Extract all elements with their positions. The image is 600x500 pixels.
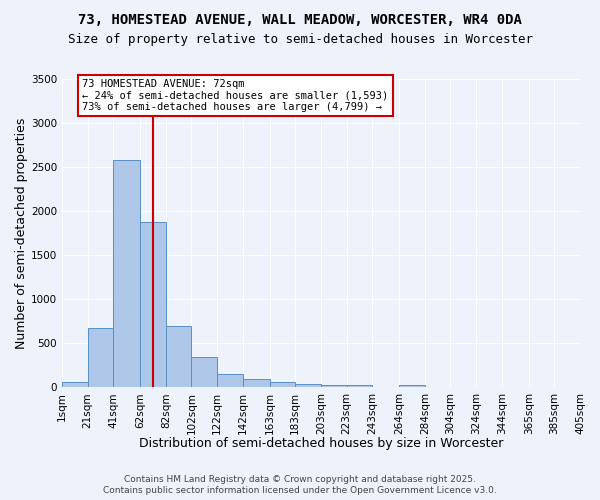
- Text: 73 HOMESTEAD AVENUE: 72sqm
← 24% of semi-detached houses are smaller (1,593)
73%: 73 HOMESTEAD AVENUE: 72sqm ← 24% of semi…: [82, 79, 389, 112]
- Bar: [140, 222, 166, 387]
- Bar: [321, 384, 347, 387]
- Bar: [166, 326, 191, 387]
- Bar: [217, 374, 243, 387]
- Text: Size of property relative to semi-detached houses in Worcester: Size of property relative to semi-detach…: [67, 32, 533, 46]
- Bar: [191, 358, 217, 387]
- Y-axis label: Number of semi-detached properties: Number of semi-detached properties: [15, 118, 28, 349]
- Bar: [295, 384, 321, 387]
- Text: Contains public sector information licensed under the Open Government Licence v3: Contains public sector information licen…: [103, 486, 497, 495]
- Bar: [347, 385, 372, 387]
- Bar: [113, 160, 140, 387]
- Bar: [399, 385, 425, 387]
- Bar: [243, 380, 269, 387]
- Bar: [269, 382, 295, 387]
- X-axis label: Distribution of semi-detached houses by size in Worcester: Distribution of semi-detached houses by …: [139, 437, 503, 450]
- Text: 73, HOMESTEAD AVENUE, WALL MEADOW, WORCESTER, WR4 0DA: 73, HOMESTEAD AVENUE, WALL MEADOW, WORCE…: [78, 12, 522, 26]
- Text: Contains HM Land Registry data © Crown copyright and database right 2025.: Contains HM Land Registry data © Crown c…: [124, 475, 476, 484]
- Bar: [62, 382, 88, 387]
- Bar: [88, 328, 113, 387]
